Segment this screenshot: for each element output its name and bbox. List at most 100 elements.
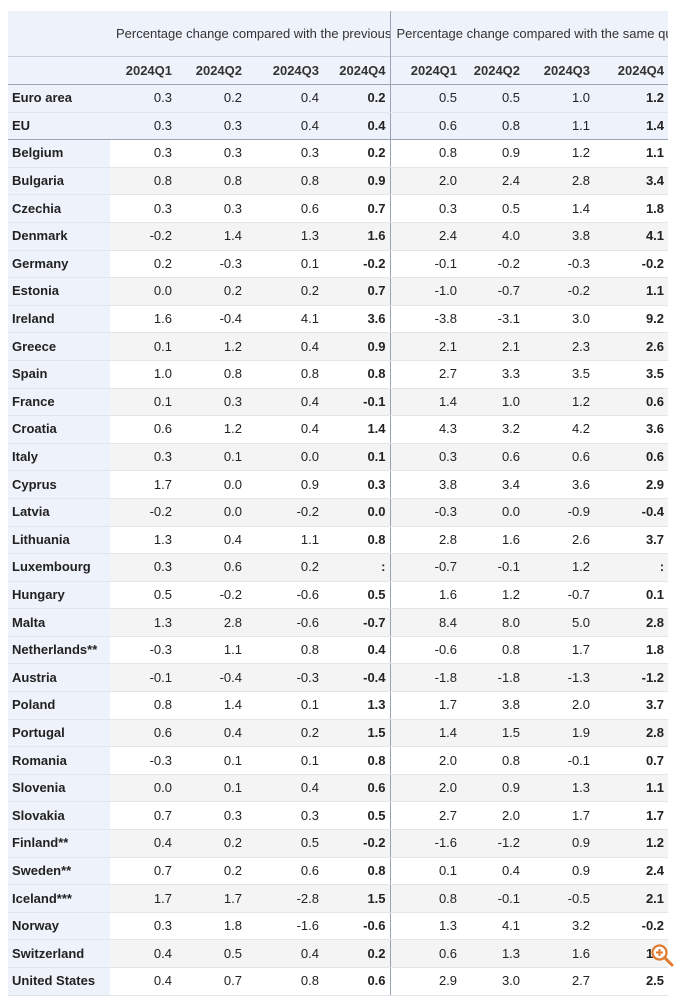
cell-qoq-q2: 0.8 [176,360,246,389]
cell-qoq-q3: 0.1 [246,691,323,720]
cell-yoy-q3: 3.2 [524,912,595,941]
row-label: Spain [8,360,110,389]
cell-qoq-q2: 0.2 [176,829,246,858]
cell-qoq-q1: 1.0 [110,360,176,389]
cell-yoy-q2: 4.0 [461,222,525,251]
cell-qoq-q3: -0.3 [246,663,323,693]
cell-qoq-q4: -0.6 [323,912,391,941]
cell-qoq-q2: 0.6 [176,553,246,582]
row-label: Finland** [8,829,110,858]
table-row: Malta 1.3 2.8 -0.6 -0.7 8.4 8.0 5.0 2.8 [8,608,669,637]
cell-qoq-q3: -0.6 [246,581,323,610]
cell-qoq-q2: 0.3 [176,801,246,831]
table-row: Latvia -0.2 0.0 -0.2 0.0 -0.3 0.0 -0.9 -0.4 [8,498,669,527]
cell-yoy-q1: 2.7 [390,360,462,389]
table-row: Greece 0.1 1.2 0.4 0.9 2.1 2.1 2.3 2.6 [8,332,669,361]
table-row: Cyprus 1.7 0.0 0.9 0.3 3.8 3.4 3.6 2.9 [8,470,669,499]
cell-yoy-q3: 3.6 [524,470,595,499]
cell-qoq-q2: 0.3 [176,112,246,141]
cell-qoq-q4: 0.8 [323,857,391,886]
cell-qoq-q3: -0.2 [246,498,323,527]
cell-yoy-q2: 0.5 [461,84,525,113]
cell-yoy-q1: 1.3 [390,912,462,941]
cell-qoq-q4: 0.4 [323,112,391,141]
row-label: Poland [8,691,110,720]
row-label: Bulgaria [8,167,110,196]
cell-qoq-q3: 0.2 [246,277,323,306]
cell-qoq-q4: 0.9 [323,332,391,361]
cell-yoy-q3: 1.7 [524,801,595,831]
row-label: Slovakia [8,801,110,831]
cell-qoq-q1: 0.8 [110,691,176,720]
cell-yoy-q1: 3.8 [390,470,462,499]
cell-yoy-q3: 0.9 [524,829,595,858]
row-label: Ireland [8,305,110,334]
cell-qoq-q4: 0.1 [323,443,391,472]
cell-qoq-q3: 0.2 [246,553,323,582]
cell-yoy-q2: 2.4 [461,167,525,196]
cell-yoy-q2: -0.7 [461,277,525,306]
table-row: Poland 0.8 1.4 0.1 1.3 1.7 3.8 2.0 3.7 [8,691,669,720]
cell-yoy-q1: 8.4 [390,608,462,637]
cell-qoq-q1: 0.8 [110,167,176,196]
cell-yoy-q2: 0.8 [461,746,525,775]
row-label: Switzerland [8,939,110,968]
header-group-yoy: Percentage change compared with the same… [390,11,669,57]
cell-yoy-q3: 2.0 [524,691,595,720]
cell-yoy-q3: -0.7 [524,581,595,610]
header-qoq-q1: 2024Q1 [110,56,176,85]
cell-qoq-q4: 0.5 [323,581,391,610]
cell-qoq-q1: 0.3 [110,443,176,472]
row-label: Belgium [8,139,110,168]
cell-yoy-q3: 2.6 [524,526,595,555]
cell-yoy-q4: 2.6 [594,332,669,361]
cell-yoy-q3: -1.3 [524,663,595,693]
cell-yoy-q2: -3.1 [461,305,525,334]
cell-yoy-q1: -1.8 [390,663,462,693]
cell-yoy-q3: 4.2 [524,415,595,444]
row-label: Croatia [8,415,110,444]
cell-qoq-q2: 0.5 [176,939,246,968]
cell-qoq-q1: -0.3 [110,746,176,775]
cell-yoy-q2: 1.0 [461,388,525,417]
cell-yoy-q1: -1.0 [390,277,462,306]
cell-yoy-q4: 9.2 [594,305,669,334]
cell-qoq-q2: 0.1 [176,746,246,775]
cell-yoy-q1: 2.0 [390,746,462,775]
cell-yoy-q1: -0.7 [390,553,462,582]
cell-yoy-q2: 2.0 [461,801,525,831]
zoom-in-icon[interactable] [649,942,675,968]
cell-qoq-q4: 0.8 [323,526,391,555]
cell-qoq-q2: -0.4 [176,663,246,693]
cell-yoy-q1: 1.6 [390,581,462,610]
cell-qoq-q4: -0.2 [323,250,391,279]
cell-yoy-q2: 2.1 [461,332,525,361]
cell-yoy-q3: 0.9 [524,857,595,886]
table-row: Lithuania 1.3 0.4 1.1 0.8 2.8 1.6 2.6 3.7 [8,526,669,555]
cell-qoq-q3: 0.0 [246,443,323,472]
cell-qoq-q2: 0.1 [176,443,246,472]
cell-yoy-q1: 1.4 [390,388,462,417]
cell-qoq-q3: 0.4 [246,939,323,968]
cell-qoq-q2: 0.8 [176,167,246,196]
cell-yoy-q4: 1.4 [594,112,669,141]
table-row: Bulgaria 0.8 0.8 0.8 0.9 2.0 2.4 2.8 3.4 [8,167,669,196]
cell-qoq-q1: 0.3 [110,112,176,141]
cell-yoy-q1: 0.3 [390,443,462,472]
cell-qoq-q4: 0.5 [323,801,391,831]
cell-qoq-q4: 1.5 [323,884,391,913]
cell-qoq-q3: 0.8 [246,167,323,196]
cell-qoq-q3: 0.3 [246,801,323,831]
table-row: Italy 0.3 0.1 0.0 0.1 0.3 0.6 0.6 0.6 [8,443,669,472]
cell-qoq-q4: 0.7 [323,277,391,306]
cell-qoq-q4: : [323,553,391,582]
cell-yoy-q4: 1.2 [594,84,669,113]
cell-qoq-q4: 0.7 [323,194,391,223]
cell-qoq-q4: -0.7 [323,608,391,637]
cell-yoy-q4: 1.1 [594,774,669,803]
cell-qoq-q3: 0.4 [246,774,323,803]
cell-qoq-q2: 0.2 [176,277,246,306]
cell-qoq-q1: 1.7 [110,470,176,499]
cell-yoy-q1: 2.4 [390,222,462,251]
row-label: Greece [8,332,110,361]
